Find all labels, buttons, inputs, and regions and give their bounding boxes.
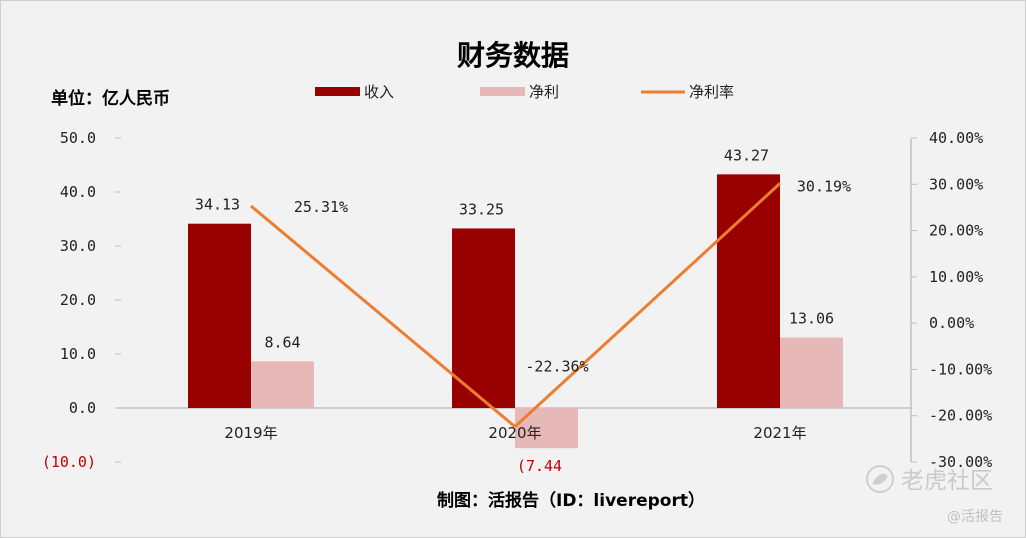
right-tick-label: 20.00% [929,222,983,240]
watermark: 老虎社区 @活报告 [866,465,1003,525]
legend-swatch-revenue [315,87,360,96]
left-tick-label: (10.0) [42,453,96,471]
watermark-handle: @活报告 [947,509,1003,525]
right-tick-label: -10.00% [929,360,992,378]
left-axis: (10.0) 0.0 10.0 20.0 30.0 40.0 50.0 [42,129,121,471]
bar-net-profit [780,337,843,408]
left-tick-label: 50.0 [60,129,96,147]
data-label-net-profit: 13.06 [789,309,834,327]
left-tick-label: 10.0 [60,345,96,363]
unit-label: 单位：亿人民币 [51,88,170,109]
net-margin-line-series [250,182,782,428]
category-label: 2021年 [753,424,806,442]
data-label-net-profit: 8.64 [264,333,300,351]
right-tick-label: 40.00% [929,129,983,147]
bar-net-profit [251,361,314,408]
data-label-net-margin: 25.31% [294,198,348,216]
legend-label-net-profit: 净利 [529,83,559,101]
bars [188,174,843,449]
bar-revenue [188,223,251,408]
right-tick-label: 0.00% [929,314,974,332]
footer-credit: 制图：活报告（ID：livereport） [437,490,705,511]
data-label-net-profit: (7.44 [517,457,562,475]
left-tick-label: 20.0 [60,291,96,309]
tiger-logo-icon [866,465,894,493]
right-tick-label: 10.00% [929,268,983,286]
bar-net-profit [515,408,578,449]
chart-title: 财务数据 [457,39,569,72]
legend-label-revenue: 收入 [364,83,394,101]
category-labels: 2019年 2020年 2021年 [224,424,806,442]
data-label-net-margin: 30.19% [797,177,851,195]
category-label: 2019年 [224,424,277,442]
net-margin-line-segment [513,182,782,428]
bar-revenue [717,174,780,408]
data-label-revenue: 34.13 [195,196,240,214]
data-labels: 34.13 33.25 43.27 8.64 (7.44 13.06 25.31% -22.3… [195,146,851,475]
data-label-net-margin: -22.36% [525,358,588,376]
right-tick-label: -30.00% [929,453,992,471]
legend-label-net-margin: 净利率 [689,83,734,101]
bar-revenue [452,228,515,408]
left-tick-label: 0.0 [69,399,96,417]
data-label-revenue: 43.27 [724,146,769,164]
net-margin-line-segment [250,204,516,428]
right-tick-label: 30.00% [929,175,983,193]
right-axis: -30.00% -20.00% -10.00% 0.00% 10.00% 20.00% 30… [911,129,992,471]
watermark-brand: 老虎社区 [901,468,993,494]
left-tick-label: 30.0 [60,237,96,255]
legend: 收入 净利 净利率 [315,83,734,101]
right-tick-label: -20.00% [929,407,992,425]
legend-swatch-net-profit [480,87,525,96]
data-label-revenue: 33.25 [459,200,504,218]
category-label: 2020年 [488,424,541,442]
left-tick-label: 40.0 [60,183,96,201]
